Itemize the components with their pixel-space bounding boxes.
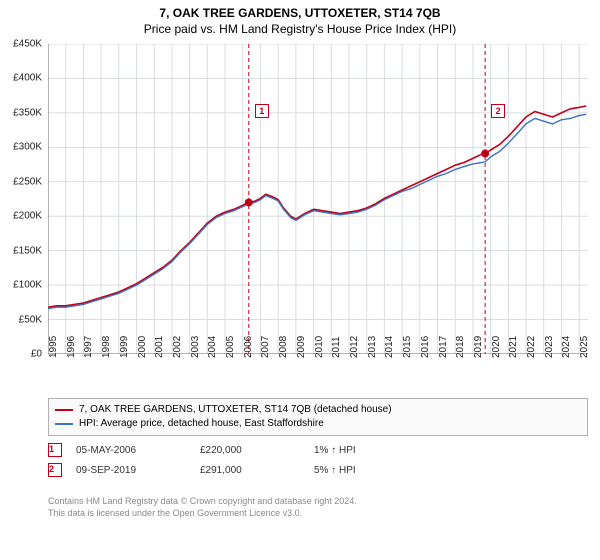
sale-price: £220,000 (200, 445, 300, 456)
chart-subtitle: Price paid vs. HM Land Registry's House … (0, 20, 600, 40)
y-tick-label: £150K (0, 245, 42, 256)
footnote-line1: Contains HM Land Registry data © Crown c… (48, 495, 357, 507)
legend-item: HPI: Average price, detached house, East… (55, 417, 581, 431)
x-tick-label: 2025 (579, 336, 600, 358)
y-tick-label: £400K (0, 73, 42, 84)
legend-swatch (55, 423, 73, 425)
sale-diff: 5% ↑ HPI (314, 465, 394, 476)
sales-table: 1 05-MAY-2006 £220,000 1% ↑ HPI 2 09-SEP-2019… (48, 440, 394, 480)
legend-item: 7, OAK TREE GARDENS, UTTOXETER, ST14 7QB… (55, 403, 581, 417)
sale-date: 09-SEP-2019 (76, 465, 186, 476)
y-tick-label: £50K (0, 314, 42, 325)
sale-row: 1 05-MAY-2006 £220,000 1% ↑ HPI (48, 440, 394, 460)
y-tick-label: £300K (0, 142, 42, 153)
y-tick-label: £200K (0, 211, 42, 222)
sale-badge: 1 (48, 443, 62, 457)
y-tick-label: £0 (0, 349, 42, 360)
sale-diff: 1% ↑ HPI (314, 445, 394, 456)
vline-badge: 2 (491, 104, 505, 118)
vline-badge: 1 (255, 104, 269, 118)
legend: 7, OAK TREE GARDENS, UTTOXETER, ST14 7QB… (48, 398, 588, 436)
sale-price: £291,000 (200, 465, 300, 476)
y-tick-label: £350K (0, 107, 42, 118)
y-tick-label: £250K (0, 176, 42, 187)
y-tick-label: £450K (0, 39, 42, 50)
legend-label: HPI: Average price, detached house, East… (79, 417, 324, 431)
chart-title: 7, OAK TREE GARDENS, UTTOXETER, ST14 7QB (0, 0, 600, 20)
figure: 7, OAK TREE GARDENS, UTTOXETER, ST14 7QB… (0, 0, 600, 560)
footnote-line2: This data is licensed under the Open Gov… (48, 507, 357, 519)
footnote: Contains HM Land Registry data © Crown c… (48, 495, 357, 519)
legend-swatch (55, 409, 73, 411)
sale-badge: 2 (48, 463, 62, 477)
y-tick-label: £100K (0, 280, 42, 291)
legend-label: 7, OAK TREE GARDENS, UTTOXETER, ST14 7QB… (79, 403, 392, 417)
sale-date: 05-MAY-2006 (76, 445, 186, 456)
sale-row: 2 09-SEP-2019 £291,000 5% ↑ HPI (48, 460, 394, 480)
price-chart (48, 44, 588, 354)
